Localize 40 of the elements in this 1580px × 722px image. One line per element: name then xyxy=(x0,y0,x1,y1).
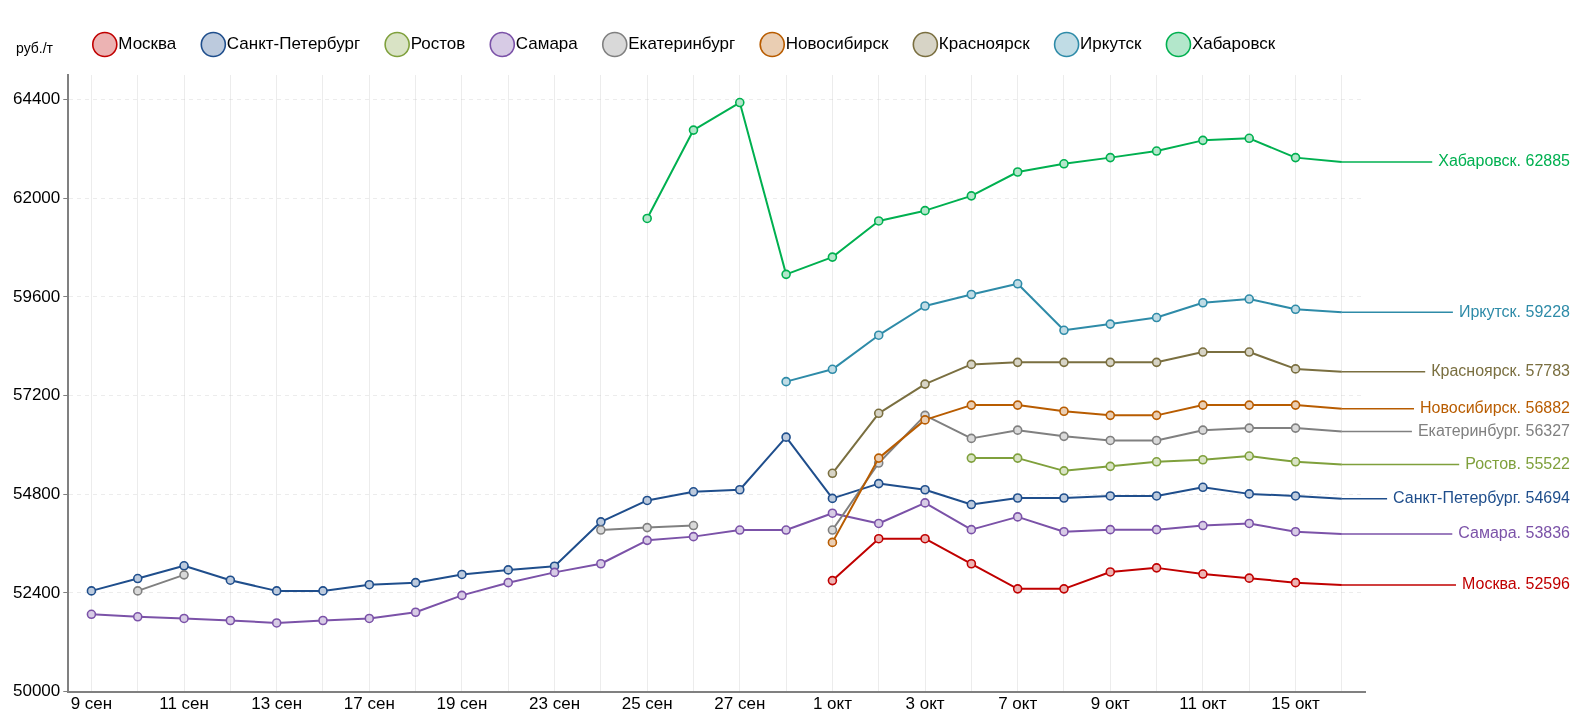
x-tick-label: 15 окт xyxy=(1271,694,1320,714)
data-label: Самара. 53836 xyxy=(1458,524,1571,542)
legend-label: Самара xyxy=(515,34,579,54)
x-tick-label: 3 окт xyxy=(905,694,945,714)
legend-label: Красноярск xyxy=(938,34,1031,54)
x-tick-label: 11 окт xyxy=(1179,694,1227,714)
x-tick-label: 27 сен xyxy=(714,694,766,714)
legend-label: Новосибирск xyxy=(785,34,889,54)
x-tick-label: 1 окт xyxy=(812,694,853,714)
data-label: Иркутск. 59228 xyxy=(1458,302,1571,320)
y-tick-label: 59600 xyxy=(12,286,61,306)
legend-label: Хабаровск xyxy=(1191,34,1276,54)
data-label: Новосибирск. 56882 xyxy=(1420,399,1571,417)
y-axis-title: руб./т xyxy=(16,40,54,56)
y-tick-label: 57200 xyxy=(12,385,61,405)
x-tick-label: 9 сен xyxy=(70,694,113,714)
data-label: Хабаровск. 62885 xyxy=(1438,152,1571,170)
data-label: Ростов. 55522 xyxy=(1465,455,1571,473)
data-label: Санкт-Петербург. 54694 xyxy=(1393,489,1571,507)
y-tick-label: 50000 xyxy=(12,681,61,701)
legend-label: Иркутск xyxy=(1080,34,1142,54)
data-label: Красноярск. 57783 xyxy=(1431,362,1571,380)
x-tick-label: 25 сен xyxy=(621,694,673,714)
legend-label: Екатеринбург xyxy=(628,34,736,54)
y-tick-label: 62000 xyxy=(12,188,61,208)
legend-label: Санкт-Петербург xyxy=(226,34,361,54)
legend-label: Ростов xyxy=(410,34,466,54)
x-tick-label: 7 окт xyxy=(998,694,1038,714)
y-tick-label: 52400 xyxy=(12,582,61,602)
x-tick-label: 17 сен xyxy=(343,694,395,714)
x-tick-label: 9 окт xyxy=(1090,694,1131,714)
y-tick-label: 54800 xyxy=(12,483,61,503)
y-tick-label: 64400 xyxy=(12,89,61,109)
data-label: Екатеринбург. 56327 xyxy=(1417,421,1571,439)
x-tick-label: 13 сен xyxy=(251,694,303,714)
data-label: Москва. 52596 xyxy=(1461,575,1571,593)
legend-label: Москва xyxy=(118,34,177,54)
x-tick-label: 23 сен xyxy=(529,694,581,714)
x-tick-label: 11 сен xyxy=(159,694,209,714)
x-tick-label: 19 сен xyxy=(436,694,488,714)
